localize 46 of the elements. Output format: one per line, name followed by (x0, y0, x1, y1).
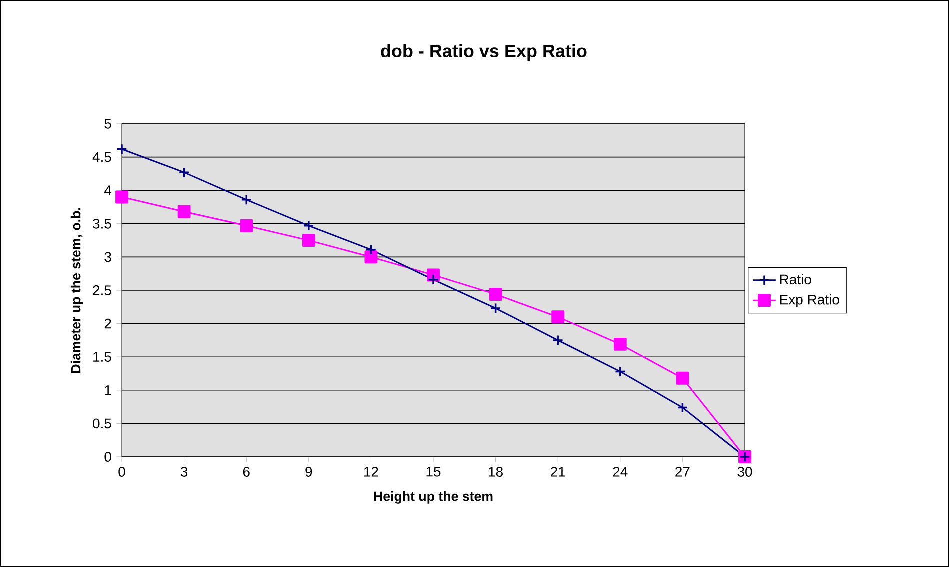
point (178, 167, 190, 178)
y-tick-label: 4 (104, 186, 112, 196)
point (364, 250, 378, 264)
point (366, 244, 377, 256)
chart-title: dob - Ratio vs Exp Ratio (381, 44, 587, 62)
point (428, 274, 440, 286)
point (241, 194, 252, 206)
y-tick-label: 4.5 (92, 152, 112, 162)
point (552, 310, 565, 324)
x-tick-label: 3 (180, 467, 188, 477)
y-tick-label: 3 (104, 252, 112, 262)
point (116, 144, 128, 155)
y-tick-label: 1 (105, 386, 112, 396)
point (490, 302, 502, 314)
y-tick-label: 0 (104, 452, 112, 462)
point (303, 220, 314, 232)
point (552, 334, 564, 346)
x-tick-label: 24 (613, 467, 628, 477)
x-tick-label: 12 (364, 467, 378, 477)
y-tick-label: 3.5 (93, 218, 112, 229)
x-tick-label: 18 (489, 467, 503, 477)
x-tick-label: 27 (676, 467, 690, 477)
y-tick-label: 2 (104, 318, 112, 329)
point (677, 402, 688, 414)
y-tick-label: 0.5 (93, 418, 112, 429)
point (178, 205, 191, 218)
x-tick-label: 9 (306, 467, 312, 477)
point (676, 372, 690, 385)
y-tick-label: 2.5 (93, 286, 112, 296)
x-axis-title: Height up the stem (374, 491, 493, 504)
x-tick-label: 21 (551, 467, 566, 477)
point (614, 366, 626, 378)
legend-label: Exp Ratio (780, 294, 840, 308)
x-tick-label: 15 (426, 467, 441, 477)
point (240, 219, 254, 232)
point (614, 338, 627, 351)
y-tick-label: 1.5 (94, 352, 112, 362)
x-tick-label: 30 (738, 467, 752, 477)
y-axis-title: Diameter up the stem, o.b. (70, 208, 84, 373)
point (489, 288, 502, 301)
y-tick-label: 5 (104, 119, 112, 129)
x-tick-label: 0 (118, 467, 126, 477)
x-tick-label: 6 (243, 467, 250, 477)
legend-label: Ratio (780, 274, 812, 285)
point (116, 190, 128, 204)
point (302, 234, 316, 248)
